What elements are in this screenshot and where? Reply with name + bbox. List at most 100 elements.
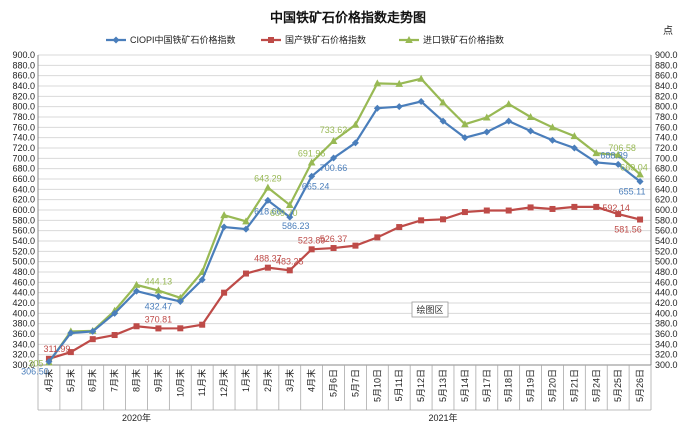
y-tick-label: 540.0 [655, 236, 678, 246]
triangle-marker [242, 217, 250, 225]
y-tick-label: 300.0 [655, 360, 678, 370]
gridlines [38, 54, 651, 366]
data-label: 669.04 [620, 162, 648, 172]
data-label: 526.37 [320, 234, 348, 244]
x-tick-label: 5月24日 [591, 369, 601, 402]
square-marker [286, 267, 293, 274]
square-marker [374, 234, 381, 241]
square-marker [264, 264, 271, 271]
diamond-marker [154, 293, 162, 301]
y-tick-label: 440.0 [12, 288, 35, 298]
x-tick-label: 10月末 [174, 369, 185, 397]
triangle-marker [264, 183, 272, 191]
y-tick-label: 800.0 [12, 102, 35, 112]
y-tick-label: 320.0 [655, 350, 678, 360]
data-label: 311.99 [44, 344, 71, 354]
data-label: 691.96 [298, 148, 326, 158]
data-label: 733.62 [320, 125, 348, 135]
y-tick-label: 720.0 [655, 143, 678, 153]
square-marker [67, 349, 74, 356]
diamond-marker [198, 276, 206, 284]
y-tick-label: 840.0 [655, 81, 678, 91]
x-tick-label: 12月末 [218, 369, 229, 397]
y-tick-label: 600.0 [655, 205, 678, 215]
square-marker [461, 209, 468, 216]
x-tick-label: 5月14日 [460, 369, 470, 402]
y-tick-label: 380.0 [655, 319, 678, 329]
x-tick-label: 1月末 [240, 369, 251, 392]
y-tick-label: 400.0 [655, 308, 678, 318]
x-tick-label: 5月6日 [329, 369, 339, 397]
square-marker [111, 332, 118, 339]
diamond-marker [111, 309, 119, 317]
square-marker [615, 211, 622, 218]
triangle-marker [395, 79, 404, 87]
chart-title: 中国铁矿石价格指数走势图 [270, 10, 426, 25]
plot-area-button-label[interactable]: 绘图区 [416, 304, 443, 315]
y-tick-label: 720.0 [12, 143, 35, 153]
y-tick-label: 740.0 [12, 133, 35, 143]
y-tick-label: 820.0 [12, 91, 35, 101]
data-label: 706.58 [608, 143, 636, 153]
data-label: 609.70 [270, 208, 298, 218]
square-marker [483, 207, 490, 214]
x-tick-label: 5月21日 [569, 369, 579, 402]
y-tick-label: 380.0 [12, 319, 35, 329]
diamond-marker [592, 158, 600, 166]
y-tick-label: 700.0 [12, 153, 35, 163]
y-tick-label: 680.0 [655, 164, 678, 174]
plot-area-button[interactable]: 绘图区 [411, 301, 449, 318]
y-tick-label: 300.0 [12, 360, 35, 370]
y-tick-label: 700.0 [655, 153, 678, 163]
square-marker [221, 289, 228, 296]
unit-label: 点 [663, 25, 673, 37]
y-tick-label: 360.0 [12, 329, 35, 339]
diamond-marker [351, 139, 359, 147]
plot-area-button-frame[interactable] [411, 301, 449, 318]
diamond-marker [330, 154, 338, 162]
series-line [48, 100, 641, 363]
square-marker [418, 217, 425, 224]
diamond-marker [67, 329, 75, 337]
x-tick-label: 5月25日 [613, 369, 623, 402]
data-label: 586.23 [282, 221, 310, 231]
x-tick-label: 5月18日 [504, 369, 514, 402]
y-tick-label: 840.0 [12, 81, 35, 91]
square-marker [242, 270, 249, 277]
y-tick-label: 880.0 [655, 60, 678, 70]
diamond-marker [395, 103, 403, 111]
y-tick-label: 760.0 [655, 122, 678, 132]
diamond-marker [505, 117, 513, 125]
diamond-marker [308, 172, 316, 180]
data-label: 618.66 [254, 206, 282, 216]
y-tick-label: 420.0 [655, 298, 678, 308]
y-tick-label: 660.0 [655, 174, 678, 184]
x-tick-label: 9月末 [152, 369, 163, 392]
triangle-marker [548, 123, 557, 131]
diamond-marker [461, 134, 469, 142]
triangle-marker [329, 136, 338, 144]
diamond-marker [483, 128, 491, 136]
y-tick-label: 800.0 [655, 102, 678, 112]
x-tick-label: 6月末 [87, 369, 98, 392]
y-tick-label: 860.0 [655, 71, 678, 81]
triangle-marker [570, 132, 579, 140]
x-tick-label: 4月末 [43, 369, 54, 392]
y-tick-label: 580.0 [655, 215, 678, 225]
y-tick-label: 780.0 [12, 112, 35, 122]
data-label: 665.24 [302, 181, 330, 191]
triangle-marker [405, 36, 413, 43]
series-line [48, 205, 641, 360]
y-tick-label: 880.0 [12, 60, 35, 70]
diamond-marker [527, 127, 535, 135]
diamond-marker [176, 297, 184, 305]
triangle-marker [461, 120, 469, 128]
y-axis-right: 300.0320.0340.0360.0380.0400.0420.0440.0… [650, 50, 678, 370]
diamond-marker [548, 136, 556, 144]
y-tick-label: 420.0 [12, 298, 35, 308]
y-tick-label: 340.0 [12, 339, 35, 349]
y-tick-label: 460.0 [655, 277, 678, 287]
x-tick-label: 3月末 [284, 369, 295, 392]
data-label: 488.37 [254, 254, 282, 264]
y-tick-label: 520.0 [12, 246, 35, 256]
